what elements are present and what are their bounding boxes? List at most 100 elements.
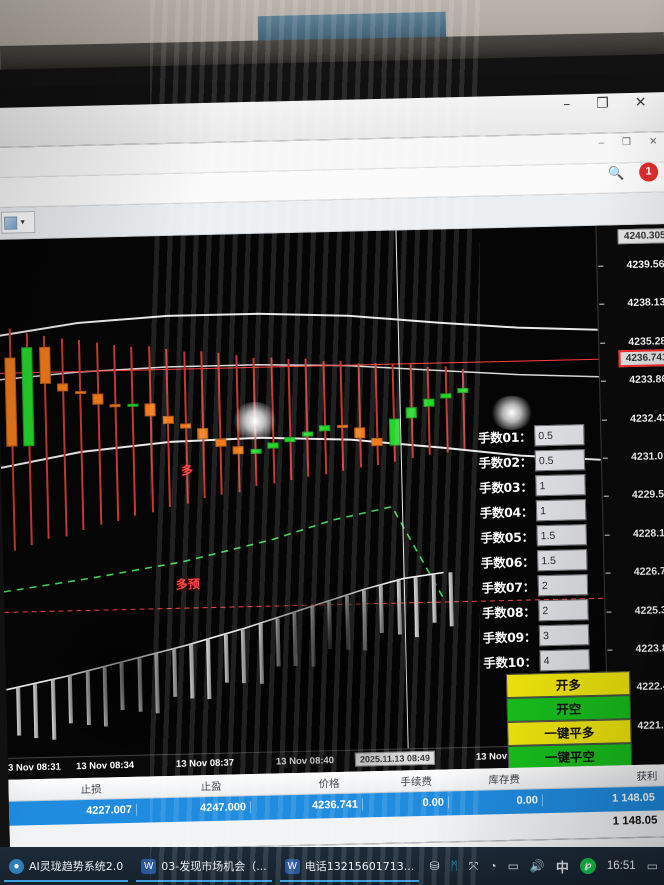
candle-body-bearish <box>371 437 383 446</box>
price-axis-tick <box>601 419 607 421</box>
col-commission: 手续费 <box>400 775 433 789</box>
candle-body-bearish <box>74 391 86 395</box>
time-axis-label: 13 Nov 08:40 <box>275 755 335 768</box>
candle-body-bullish <box>21 346 35 447</box>
sub-minimize-button[interactable]: – <box>598 137 605 149</box>
chevron-down-icon: ▼ <box>19 218 27 226</box>
price-axis-tick <box>607 649 613 651</box>
col-swap: 库存费 <box>488 773 521 787</box>
taskbar-item-label: 电话13215601713... <box>304 860 415 873</box>
price-axis-label: 4222.460 <box>636 680 664 694</box>
price-axis-tick <box>605 572 611 574</box>
maximize-button[interactable]: ❐ <box>596 95 609 112</box>
cell-commission: 0.00 <box>366 796 450 811</box>
lot-size-input-07[interactable]: 2 <box>537 574 589 597</box>
notifications-icon[interactable]: ▭ <box>646 859 658 873</box>
trade-panel[interactable]: 手数01： 0.5 手数02： 0.5 手数03： 1 手数04： 1 手数05： 1.5 手数06… <box>462 422 633 780</box>
candle-body-bearish <box>162 415 174 425</box>
candle-body-bullish <box>388 418 401 446</box>
sub-restore-button[interactable]: ❐ <box>621 136 632 149</box>
lot-size-input-03[interactable]: 1 <box>535 474 586 497</box>
candle-body-bearish <box>179 423 192 429</box>
sub-close-button[interactable]: ✕ <box>648 136 658 148</box>
usb-icon[interactable]: ⛁ <box>429 859 440 873</box>
price-axis-tick <box>600 342 606 344</box>
lot-size-rows: 手数01： 0.5 手数02： 0.5 手数03： 1 手数04： 1 手数05： 1.5 手数06… <box>462 422 598 675</box>
col-takeprofit: 止盈 <box>200 780 222 794</box>
candle-body-bearish <box>92 393 104 405</box>
bluetooth-icon[interactable]: ᛗ <box>450 859 458 873</box>
network-icon[interactable]: ⤧ <box>468 858 479 873</box>
candle-body-bullish <box>457 387 469 393</box>
lot-size-label: 手数03： <box>478 479 533 496</box>
sell-button[interactable]: 开空 <box>506 695 632 723</box>
shield-icon: ● <box>9 858 24 874</box>
lot-size-input-08[interactable]: 2 <box>538 599 589 622</box>
word-icon: W <box>141 858 157 874</box>
lot-size-input-02[interactable]: 0.5 <box>534 449 586 472</box>
battery-icon[interactable]: ▭ <box>507 859 519 873</box>
lot-size-row: 手数07： 2 <box>466 572 597 600</box>
lot-size-row: 手数10： 4 <box>467 647 598 675</box>
trade-buttons: 开多开空一键平多一键平空一键全平 <box>468 671 633 780</box>
price-axis-label: 4228.160 <box>632 526 664 540</box>
candle-body-bullish <box>301 431 314 437</box>
window-controls[interactable]: – ❐ ✕ <box>563 95 647 113</box>
lot-size-label: 手数06： <box>480 554 535 571</box>
lot-size-input-10[interactable]: 4 <box>539 649 590 672</box>
active-indicator <box>136 880 272 882</box>
lot-size-input-01[interactable]: 0.5 <box>534 424 585 447</box>
price-axis-tick <box>606 611 612 613</box>
cell-takeprofit: 4247.000 <box>168 801 252 816</box>
candle-body-bullish <box>127 403 139 407</box>
price-chart[interactable]: 多 多预 4240.305 4236.741 4239.560 4238.135 4… <box>0 223 664 780</box>
taskbar-item-word-doc-2[interactable]: W 电话13215601713... <box>276 849 423 883</box>
lot-size-label: 手数10： <box>483 654 537 671</box>
lot-size-input-04[interactable]: 1 <box>535 499 587 522</box>
price-axis-top-label: 4240.305 <box>617 228 664 245</box>
volume-icon[interactable]: 🔊 <box>529 859 545 873</box>
close-button[interactable]: ✕ <box>634 94 647 111</box>
taskbar-item-ai-system[interactable]: ● AI灵珑趋势系统2.0 <box>0 849 132 883</box>
lot-size-row: 手数04： 1 <box>464 497 595 525</box>
lot-size-label: 手数01： <box>477 429 532 446</box>
sub-window-controls[interactable]: – ❐ ✕ <box>598 136 657 148</box>
candle-body-bearish <box>336 425 348 429</box>
lot-size-input-09[interactable]: 3 <box>538 624 590 647</box>
symbol-dropdown-button[interactable]: ▼ <box>0 211 36 234</box>
candle-body-bearish <box>232 446 244 455</box>
buy-button[interactable]: 开多 <box>505 671 631 699</box>
lot-size-row: 手数01： 0.5 <box>462 422 593 450</box>
candle-body-bullish <box>423 398 435 408</box>
lot-size-input-06[interactable]: 1.5 <box>537 549 588 572</box>
system-tray[interactable]: ⛁ ᛗ ⤧ ◔ ▭ 🔊 中 ℘ 16:51 ▭ <box>429 857 664 876</box>
cell-profit: 1 148.05 <box>611 791 656 805</box>
lot-size-label: 手数04： <box>479 504 534 521</box>
wifi-icon[interactable]: ◔ <box>489 859 497 873</box>
ime-indicator[interactable]: 中 <box>555 859 569 875</box>
close-all-long-button[interactable]: 一键平多 <box>507 719 632 747</box>
price-axis-label: 4239.560 <box>626 258 664 272</box>
taskbar-clock[interactable]: 16:51 <box>606 860 636 872</box>
annotation-long-forecast: 多预 <box>175 577 200 592</box>
search-icon[interactable]: 🔍 <box>607 165 625 181</box>
green-app-icon[interactable]: ℘ <box>579 858 596 874</box>
chart-icon <box>4 215 18 230</box>
upper-channel-line <box>0 312 598 337</box>
price-axis-label: 4226.735 <box>633 565 664 579</box>
col-profit: 获利 <box>636 770 658 784</box>
candle-body-bearish <box>109 403 121 407</box>
candle-body-bearish <box>4 357 18 447</box>
minimize-button[interactable]: – <box>563 96 571 113</box>
lot-size-label: 手数05： <box>480 529 534 546</box>
time-axis-label: 3 Nov 08:31 <box>7 761 61 774</box>
annotation-long: 多 <box>180 463 194 478</box>
lot-size-input-05[interactable]: 1.5 <box>536 524 587 547</box>
price-axis-tick <box>602 457 608 459</box>
taskbar-item-word-doc-1[interactable]: W 03-发现市场机会（... <box>132 849 275 883</box>
candle-body-bearish <box>38 346 51 385</box>
lot-size-row: 手数03： 1 <box>463 472 594 500</box>
price-axis-label: 4223.885 <box>635 641 664 655</box>
windows-taskbar[interactable]: ● AI灵珑趋势系统2.0 W 03-发现市场机会（... W 电话132156… <box>0 847 664 885</box>
